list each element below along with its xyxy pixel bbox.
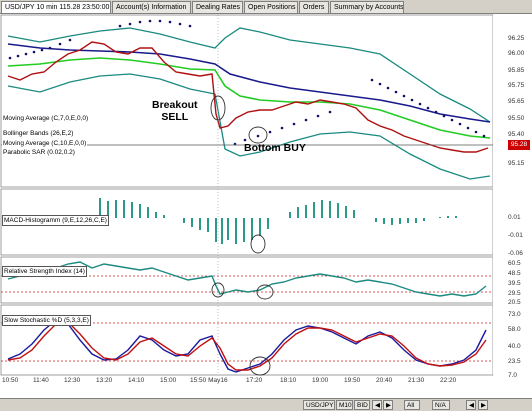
- time-tick: 12:30: [64, 377, 81, 384]
- chart-area[interactable]: [0, 14, 532, 398]
- macd-histogram: [99, 198, 457, 244]
- annotation-breakout-line2: SELL: [161, 111, 189, 123]
- tab-summary-by-accounts[interactable]: Summary by Accounts: [330, 1, 404, 13]
- label-moving-average-2[interactable]: Moving Average (C,10,E,0,0): [2, 139, 88, 148]
- current-price-badge: 95.28: [508, 140, 530, 150]
- tab-dealing-rates[interactable]: Dealing Rates: [192, 1, 243, 13]
- scroll-right-icon[interactable]: ▶: [478, 400, 488, 410]
- annotation-breakout-sell: Breakout SELL: [152, 99, 198, 123]
- time-tick: 21:30: [408, 377, 425, 384]
- tab-open-positions[interactable]: Open Positions: [244, 1, 298, 13]
- stoch-circle: [249, 356, 271, 376]
- moving-average-blue: [7, 43, 491, 123]
- rsi-tick: 39.5: [508, 280, 521, 287]
- time-tick: 17:20: [246, 377, 263, 384]
- moving-average-green: [7, 57, 491, 139]
- stoch-tick: 73.0: [508, 311, 521, 318]
- tab-bar: USD/JPY 10 min 115.28 23:50:00 Account(s…: [0, 0, 532, 14]
- label-parabolic-sar[interactable]: Parabolic SAR (0.02,0.2): [2, 148, 76, 157]
- na-button[interactable]: N/A: [432, 400, 450, 410]
- bollinger-lower: [7, 73, 491, 180]
- rsi-circle-2: [256, 284, 274, 300]
- time-tick: 15:50 May16: [190, 377, 228, 384]
- macd-tick: 0.01: [508, 214, 521, 221]
- timeframe-selector[interactable]: M10: [336, 400, 353, 410]
- label-macd-histogram[interactable]: MACD-Histogramm (9,E,12,26,C,E): [2, 215, 109, 226]
- macd-tick: -0.06: [508, 250, 523, 257]
- price-tick: 95.15: [508, 160, 525, 167]
- time-tick: 18:10: [280, 377, 297, 384]
- time-tick: 19:50: [344, 377, 361, 384]
- macd-tick: -0.01: [508, 232, 523, 239]
- label-slow-stochastic[interactable]: Slow Stochastic %D (5,3,3,E): [2, 315, 91, 326]
- price-tick: 96.00: [508, 50, 525, 57]
- price-type-selector[interactable]: BID: [354, 400, 370, 410]
- tab-account-information[interactable]: Account(s) Information: [112, 1, 191, 13]
- price-tick: 95.65: [508, 98, 525, 105]
- bottom-toolbar: USD/JPY M10 BID ◀ ▶ All N/A ◀ ▶: [0, 398, 532, 411]
- range-all-button[interactable]: All: [404, 400, 420, 410]
- stoch-tick: 23.5: [508, 358, 521, 365]
- stoch-tick: 40.0: [508, 343, 521, 350]
- tab-orders[interactable]: Orders: [299, 1, 329, 13]
- price-axis: [493, 15, 531, 375]
- symbol-selector[interactable]: USD/JPY: [303, 400, 335, 410]
- time-tick: 22:20: [440, 377, 457, 384]
- annotation-breakout-line1: Breakout: [152, 99, 198, 111]
- label-moving-average-1[interactable]: Moving Average (C,7,0,E,0,0): [2, 114, 90, 123]
- annotation-bottom-buy: Bottom BUY: [244, 142, 306, 154]
- time-tick: 20:40: [376, 377, 393, 384]
- label-bollinger-bands[interactable]: Bollinger Bands (26,E,2): [2, 129, 75, 138]
- rsi-tick: 60.5: [508, 260, 521, 267]
- time-axis: 10:50 11:40 12:30 13:20 14:10 15:00 15:5…: [0, 377, 494, 387]
- price-tick: 96.25: [508, 35, 525, 42]
- rsi-panel: [0, 256, 494, 304]
- label-rsi[interactable]: Relative Strength Index (14): [2, 266, 87, 277]
- macd-circle: [250, 234, 266, 254]
- rsi-tick: 29.5: [508, 290, 521, 297]
- arrow-right-icon[interactable]: ▶: [383, 400, 393, 410]
- scroll-left-icon[interactable]: ◀: [466, 400, 476, 410]
- tab-usdjpy-chart[interactable]: USD/JPY 10 min 115.28 23:50:00: [1, 1, 111, 13]
- time-tick: 10:50: [2, 377, 19, 384]
- price-tick: 95.75: [508, 82, 525, 89]
- time-tick: 15:00: [160, 377, 177, 384]
- time-tick: 14:10: [128, 377, 145, 384]
- price-tick: 95.50: [508, 115, 525, 122]
- rsi-line: [7, 261, 487, 297]
- stoch-tick: 58.0: [508, 326, 521, 333]
- rsi-tick: 48.5: [508, 270, 521, 277]
- bottom-circle: [248, 126, 268, 144]
- time-tick: 19:00: [312, 377, 329, 384]
- price-line: [7, 41, 489, 153]
- stoch-red-line: [7, 321, 487, 371]
- price-panel: [0, 14, 494, 188]
- rsi-tick: 20.5: [508, 299, 521, 306]
- arrow-left-icon[interactable]: ◀: [372, 400, 382, 410]
- price-tick: 95.40: [508, 131, 525, 138]
- bollinger-upper: [7, 27, 491, 123]
- time-tick: 11:40: [33, 377, 49, 384]
- time-tick: 13:20: [96, 377, 113, 384]
- price-tick: 95.85: [508, 67, 525, 74]
- stoch-tick: 7.0: [508, 372, 518, 379]
